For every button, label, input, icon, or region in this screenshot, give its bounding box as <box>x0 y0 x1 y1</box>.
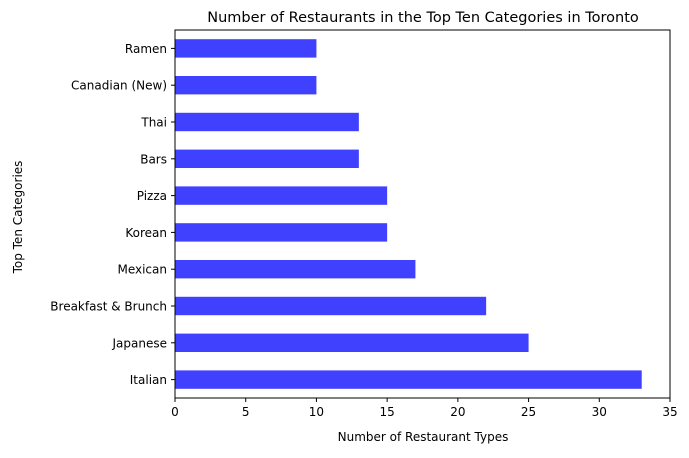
y-tick-label: Pizza <box>137 189 167 203</box>
y-tick-label: Korean <box>125 226 167 240</box>
y-tick-label: Japanese <box>112 336 168 350</box>
x-axis-label: Number of Restaurant Types <box>338 430 509 444</box>
bar-3 <box>175 260 416 279</box>
y-tick-label: Canadian (New) <box>71 79 167 93</box>
bar-9 <box>175 39 317 58</box>
x-tick-label: 15 <box>380 405 395 419</box>
y-tick-label: Bars <box>140 152 167 166</box>
bar-8 <box>175 76 317 95</box>
bar-0 <box>175 370 642 389</box>
x-tick-label: 5 <box>242 405 250 419</box>
bar-2 <box>175 296 487 316</box>
y-tick-label: Breakfast & Brunch <box>50 300 167 314</box>
bar-7 <box>175 112 359 132</box>
x-tick-label: 0 <box>171 405 179 419</box>
bars-group <box>175 39 642 389</box>
x-tick-label: 10 <box>309 405 324 419</box>
plot-area-frame <box>174 29 671 399</box>
y-tick-label: Ramen <box>125 42 167 56</box>
y-axis-ticks: Italian Japanese Breakfast & Brunch Mexican… <box>50 42 175 387</box>
y-axis-label: Top Ten Categories <box>11 161 25 275</box>
x-axis-ticks: 0 5 10 15 20 25 30 35 <box>171 398 678 419</box>
y-tick-label: Thai <box>140 116 167 130</box>
x-tick-label: 25 <box>521 405 536 419</box>
x-tick-label: 30 <box>592 405 607 419</box>
bar-1 <box>175 333 529 352</box>
chart-title: Number of Restaurants in the Top Ten Cat… <box>207 10 639 26</box>
y-tick-label: Mexican <box>117 263 167 277</box>
bar-4 <box>175 223 388 242</box>
x-tick-label: 35 <box>662 405 677 419</box>
bar-6 <box>175 149 359 168</box>
y-tick-label: Italian <box>130 373 167 387</box>
x-tick-label: 20 <box>450 405 465 419</box>
bar-5 <box>175 186 388 205</box>
